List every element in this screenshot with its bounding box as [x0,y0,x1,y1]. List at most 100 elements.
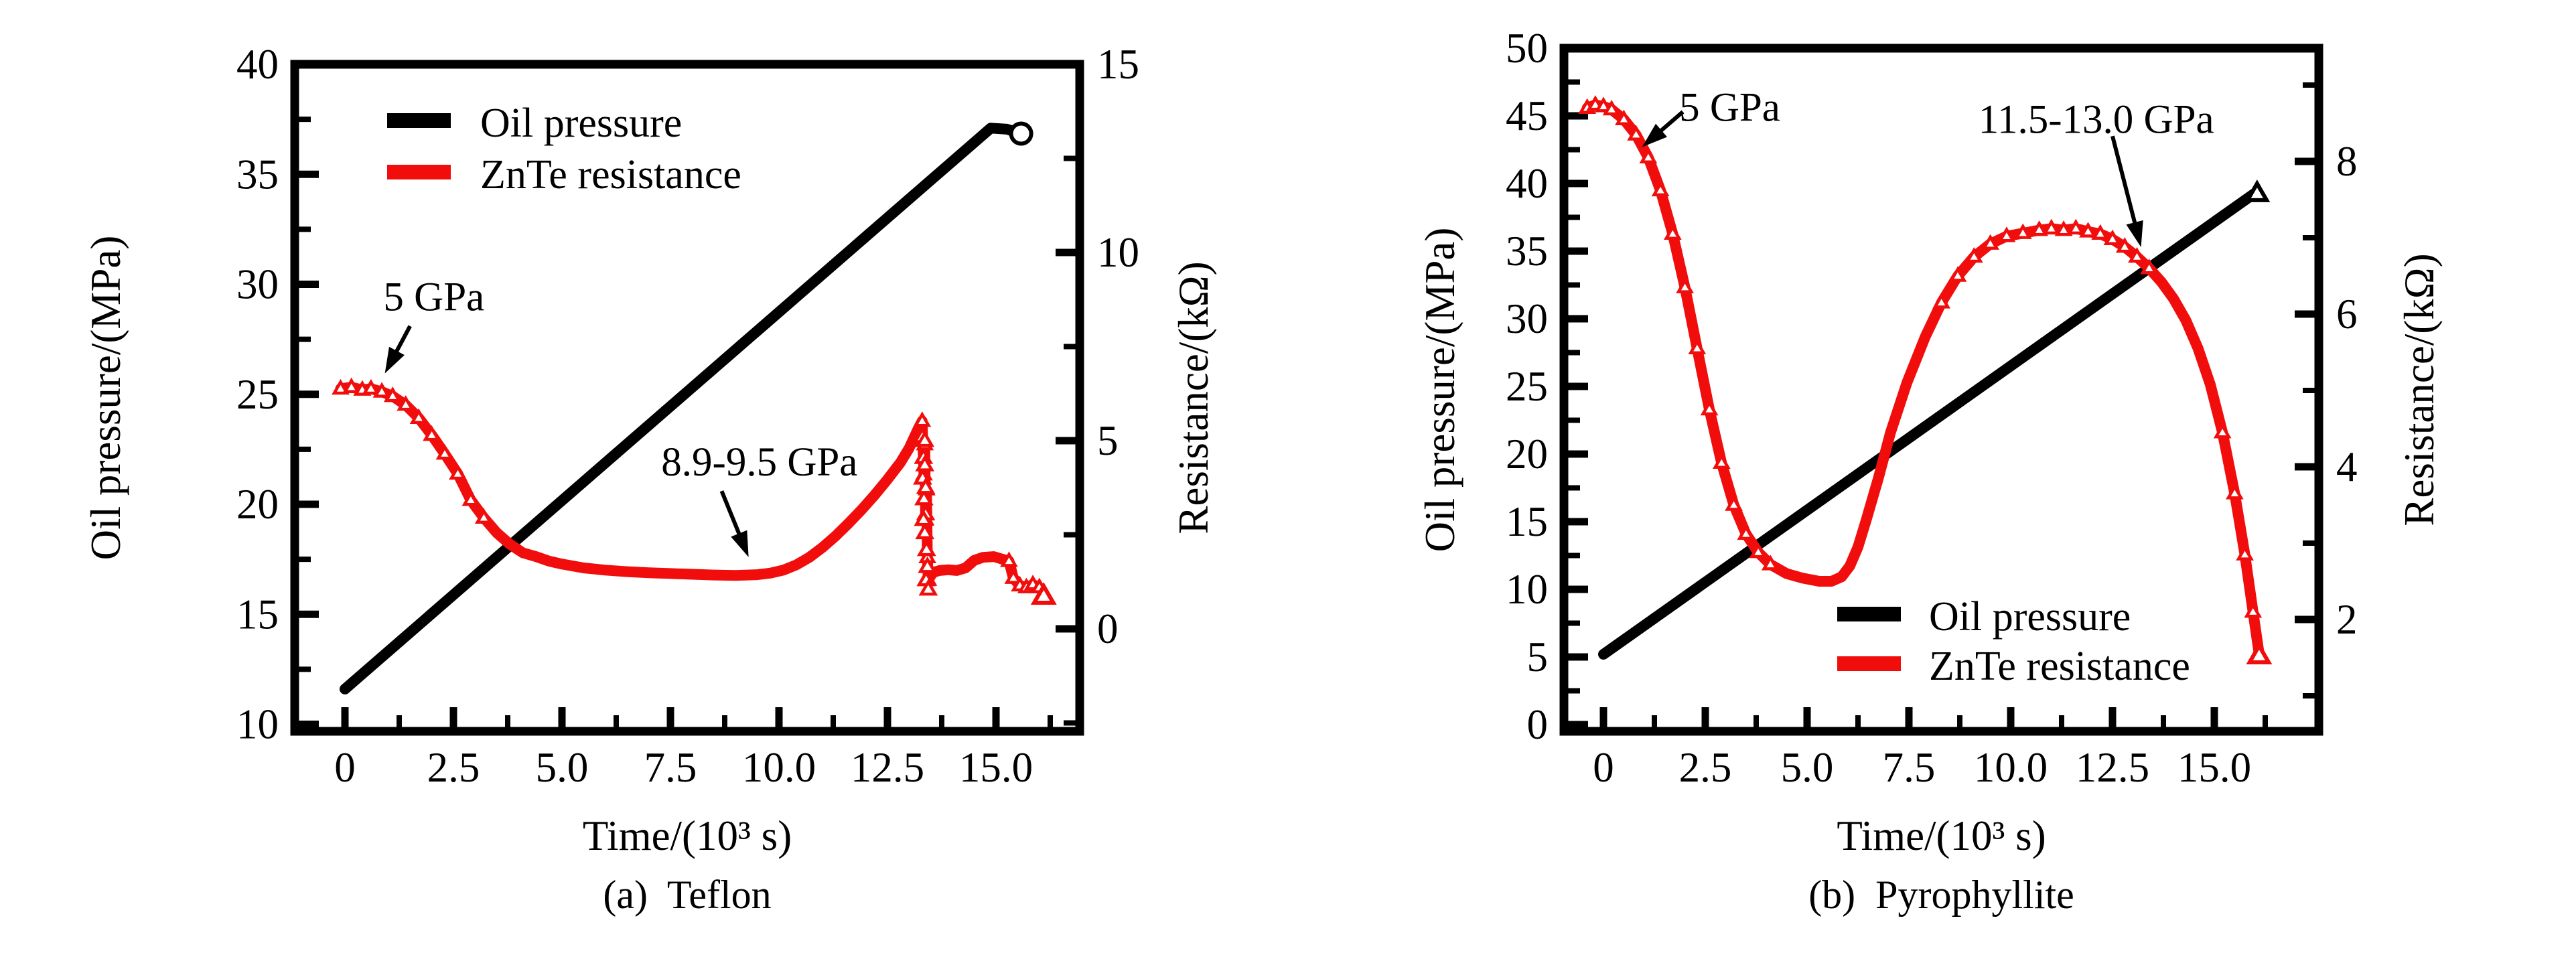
x-tick-label: 10.0 [742,744,816,791]
y-left-tick-label: 25 [236,371,279,418]
x-tick-label: 2.5 [427,744,480,791]
x-tick-label: 10.0 [1974,744,2048,791]
y-right-tick-label: 4 [2336,443,2358,490]
annotation-5-gpa: 5 GPa [383,275,484,374]
open-triangle-marker [449,463,467,480]
x-tick-label: 2.5 [1679,744,1732,791]
legend-label: Oil pressure [480,100,682,146]
y-left-tick-label: 40 [1506,160,1548,207]
open-triangle-marker [2140,259,2159,275]
open-triangle-marker [2115,237,2134,253]
open-triangle-marker [383,386,402,402]
y-left-tick-label: 0 [1527,701,1549,748]
y-left-tick-label: 35 [236,151,279,198]
y-right-tick-label: 5 [1097,417,1119,464]
y-left-tick-label: 5 [1527,634,1549,680]
y-axis-right: 0 5 10 15 Resistance/(kΩ) [1056,41,1217,726]
caption-pyrophyllite: (b) Pyrophyllite [1808,873,2074,917]
open-triangle-marker [914,509,934,526]
open-triangle-marker [2091,224,2110,240]
legend-swatch-znte [1837,656,1901,671]
x-tick-label: 0 [334,744,356,791]
open-triangle-marker [409,408,428,425]
open-triangle-marker [2128,246,2146,263]
open-triangle-marker [2079,222,2097,238]
y-axis-left: 0 5 10 15 20 25 30 35 40 45 50 Oil pressure/(MPa) [1417,25,1588,748]
y-right-tick-label: 0 [1097,605,1119,652]
open-triangle-marker [1997,226,2016,242]
open-triangle-marker [2226,484,2244,500]
open-triangle-marker [1676,277,1694,293]
annotation-8.9-9.5-gpa: 8.9-9.5 GPa [661,440,857,557]
open-triangle-marker [1651,180,1670,197]
x-tick-label: 7.5 [1883,744,1936,791]
open-triangle-marker [2066,218,2085,235]
oil-pressure-series [1598,179,2271,660]
y-left-tick-label: 35 [1506,228,1548,275]
y-axis-left: 10 15 20 25 30 35 40 Oil pressure/(MPa) [82,41,319,748]
y-left-tick-label: 30 [1506,295,1548,342]
legend-swatch-znte [387,165,451,179]
annotation-label: 5 GPa [1679,85,1780,130]
x-tick-label: 0 [1593,744,1614,791]
open-triangle-marker [2030,220,2048,236]
znte-resistance-series [332,377,1057,605]
x-tick-label: 5.0 [1781,744,1834,791]
y-right-axis-title: Resistance/(kΩ) [2396,253,2443,526]
legend-swatch-oil [387,113,451,128]
y-right-tick-label: 8 [2336,138,2358,185]
legend-label: Oil pressure [1929,594,2131,640]
annotation-label: 8.9-9.5 GPa [661,440,857,485]
y-right-tick-label: 10 [1097,229,1139,276]
open-triangle-marker [342,377,361,393]
open-triangle-marker [1688,338,1707,355]
open-triangle-marker [372,382,391,398]
x-tick-label: 15.0 [959,744,1033,791]
x-tick-label: 15.0 [2177,744,2251,791]
open-triangle-marker [1981,234,1999,250]
y-axis-right: 2 4 6 8 Resistance/(kΩ) [2295,82,2443,698]
chart-pyrophyllite: 0 2.5 5.0 7.5 10.0 12.5 15.0 Time/(10³ s) 0 5 10 15… [1417,25,2443,859]
open-triangle-marker [1602,99,1621,116]
y-left-tick-label: 15 [1506,498,1548,545]
open-triangle-marker [1761,555,1780,571]
x-tick-label: 12.5 [851,744,924,791]
open-triangle-marker [474,508,493,524]
x-axis: 0 2.5 5.0 7.5 10.0 12.5 15.0 Time/(10³ s) [1593,707,2268,859]
open-triangle-marker [1615,109,1633,126]
open-triangle-marker [423,425,441,441]
x-tick-label: 7.5 [644,744,697,791]
legend-swatch-oil [1837,607,1901,621]
open-triangle-marker [1964,246,1983,263]
open-triangle-marker [1663,224,1682,240]
open-triangle-marker [2103,229,2122,246]
open-triangle-marker [1932,293,1951,309]
x-tick-label: 12.5 [2076,744,2149,791]
y-left-tick-label: 30 [236,261,279,308]
open-triangle-marker [2013,223,2032,239]
open-triangle-marker [915,522,935,540]
open-triangle-marker [2213,423,2232,439]
plot-frame [1559,44,2323,736]
open-triangle-marker [1700,399,1719,416]
open-triangle-marker [2246,642,2273,665]
open-triangle-marker [435,444,454,460]
oil-pressure-series [340,121,1033,694]
open-triangle-marker [1594,96,1613,113]
open-triangle-marker [2042,218,2061,235]
open-triangle-marker [1948,266,1967,282]
line-end-open-circle [1009,121,1033,146]
y-left-tick-label: 40 [236,41,279,88]
open-triangle-marker [397,395,415,411]
y-left-tick-label: 20 [236,481,279,528]
legend-label: ZnTe resistance [480,152,741,198]
x-axis-title: Time/(10³ s) [583,812,792,859]
annotation-label: 5 GPa [383,275,484,320]
open-triangle-marker [913,411,932,427]
plot-frame [290,60,1084,736]
legend-label: ZnTe resistance [1929,644,2190,689]
annotation-label: 11.5-13.0 GPa [1979,98,2214,143]
y-left-tick-label: 20 [1506,431,1548,477]
